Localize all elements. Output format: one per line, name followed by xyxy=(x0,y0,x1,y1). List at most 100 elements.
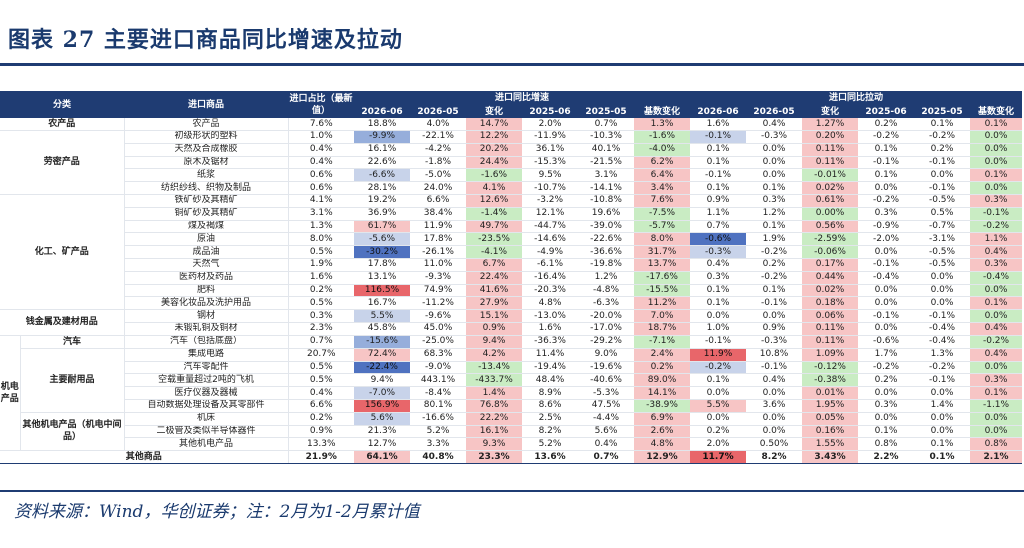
table-cell: -22.1% xyxy=(410,130,467,144)
table-cell: 0.5% xyxy=(288,296,355,311)
table-cell: -17.0% xyxy=(578,322,635,336)
table-cell: 4.8% xyxy=(522,296,579,311)
table-cell: 2.6% xyxy=(634,425,691,439)
table-cell: -3.2% xyxy=(522,193,579,208)
title-rule xyxy=(0,63,1024,66)
table-row: 主要耐用品 集成电路 20.7% 72.4% 68.3% 4.2% 11.4% 9.0% 2.4… xyxy=(0,347,1023,413)
table-row: 汽车零配件 0.5% -22.4% -9.0% -13.4% -19.4% -19.6% 0.… xyxy=(0,361,1023,375)
table-cell: 0.0% xyxy=(970,156,1023,170)
table-cell: 12.6% xyxy=(466,193,523,208)
table-cell: 443.1% xyxy=(410,373,467,388)
table-cell: 1.2% xyxy=(578,271,635,285)
table-cell: 3.4% xyxy=(634,181,691,195)
table-cell: 0.0% xyxy=(858,296,915,311)
table-row: 煤及褐煤 1.3% 61.7% 11.9% 49.7% -44.7% -39.0% -5.7%… xyxy=(0,220,1023,234)
table-cell: 0.0% xyxy=(746,425,803,439)
header-category: 分类 xyxy=(0,91,125,118)
table-cell: 0.4% xyxy=(578,437,635,452)
table-cell: 0.3% xyxy=(970,193,1023,208)
table-cell: 1.3% xyxy=(914,347,971,362)
category-label: 农产品 xyxy=(0,118,125,131)
table-cell: -0.5% xyxy=(914,193,971,208)
table-cell: -4.1% xyxy=(466,245,523,259)
item-label: 美容化妆品及洗护用品 xyxy=(124,296,289,311)
table-cell: 0.11% xyxy=(802,334,859,349)
table-cell: 2.0% xyxy=(690,437,747,452)
table-cell: 1.3% xyxy=(634,118,691,131)
table-cell: 0.7% xyxy=(578,118,635,131)
table-cell: -4.0% xyxy=(634,143,691,157)
table-cell: 0.0% xyxy=(746,156,803,170)
table-cell: 0.1% xyxy=(970,296,1023,311)
table-cell: 20.7% xyxy=(288,347,355,362)
table-cell: 80.1% xyxy=(410,399,467,413)
table-cell: 49.7% xyxy=(466,220,523,234)
table-cell: 0.16% xyxy=(802,425,859,439)
table-cell: 0.0% xyxy=(914,168,971,183)
header-sub: 基数变化 xyxy=(970,105,1023,118)
table-cell: -3.1% xyxy=(914,232,971,247)
table-cell: 0.0% xyxy=(914,296,971,311)
table-cell: -0.1% xyxy=(914,373,971,388)
item-label: 钢材 xyxy=(124,309,289,323)
table-cell: 28.1% xyxy=(354,181,411,195)
table-cell: 4.2% xyxy=(466,347,523,362)
table-cell: -0.01% xyxy=(802,168,859,183)
table-row: 医药材及药品 1.6% 13.1% -9.3% 22.4% -16.4% 1.2% -17.6… xyxy=(0,271,1023,285)
table-cell: 31.7% xyxy=(634,245,691,259)
table-cell: 0.8% xyxy=(858,437,915,452)
table-row: 铜矿砂及其精矿 3.1% 36.9% 38.4% -1.4% 12.1% 19.6% -7.5… xyxy=(0,207,1023,221)
table-cell: -0.4% xyxy=(970,271,1023,285)
table-cell: -10.8% xyxy=(578,193,635,208)
table-row: 肥料 0.2% 116.5% 74.9% 41.6% -20.3% -4.8% -15.5% 0… xyxy=(0,284,1023,298)
table-cell: 0.2% xyxy=(858,118,915,131)
table-cell: -0.5% xyxy=(914,258,971,272)
table-cell: 0.0% xyxy=(746,168,803,183)
table-cell: 0.1% xyxy=(914,118,971,131)
table-cell: 3.1% xyxy=(578,168,635,183)
table-row: 二极管及类似半导体器件 0.9% 21.3% 5.2% 16.1% 8.2% 5.6% 2.6… xyxy=(0,425,1023,439)
table-cell: 1.3% xyxy=(288,220,355,234)
table-cell: 0.0% xyxy=(858,284,915,298)
table-cell: 12.7% xyxy=(354,437,411,452)
table-cell: -14.6% xyxy=(522,232,579,247)
table-cell: 0.0% xyxy=(914,284,971,298)
table-cell: 4.1% xyxy=(466,181,523,195)
table-cell: 2.2% xyxy=(858,450,915,464)
table-cell: 0.9% xyxy=(746,322,803,336)
table-cell: -22.4% xyxy=(354,361,411,375)
table-cell: -11.2% xyxy=(410,296,467,311)
table-cell: 2.0% xyxy=(522,118,579,131)
item-label: 煤及褐煤 xyxy=(124,220,289,234)
table-cell: -0.6% xyxy=(690,232,747,247)
table-cell: -9.0% xyxy=(410,361,467,375)
table-cell: -0.3% xyxy=(690,245,747,259)
table-cell: 0.5% xyxy=(288,245,355,259)
table-cell: 0.1% xyxy=(970,168,1023,183)
table-cell: 13.1% xyxy=(354,271,411,285)
header-sub: 2025-05 xyxy=(578,105,635,118)
table-cell: 5.2% xyxy=(410,425,467,439)
table-row: 原油 8.0% -5.6% 17.8% -23.5% -14.6% -22.6% 8.0% -0… xyxy=(0,232,1023,247)
table-cell: 0.1% xyxy=(690,296,747,311)
item-label: 其他机电产品 xyxy=(124,437,289,452)
table-cell: 1.4% xyxy=(914,399,971,413)
table-cell: 0.0% xyxy=(746,309,803,323)
table-cell: 13.3% xyxy=(288,437,355,452)
table-cell: -8.4% xyxy=(410,386,467,400)
import-growth-table: 分类 进口商品 进口占比（最新值） 进口同比增速 进口同比拉动 2026-06 … xyxy=(0,91,1023,464)
item-label: 空载重量超过2吨的飞机 xyxy=(124,373,289,388)
table-cell: 0.4% xyxy=(970,245,1023,259)
table-cell: 0.4% xyxy=(970,347,1023,362)
table-cell: 0.01% xyxy=(802,386,859,400)
table-cell: 0.1% xyxy=(690,373,747,388)
table-cell: 18.8% xyxy=(354,118,411,131)
table-cell: 1.9% xyxy=(288,258,355,272)
table-cell: 0.5% xyxy=(914,207,971,221)
table-cell: 0.11% xyxy=(802,143,859,157)
item-label: 纸浆 xyxy=(124,168,289,183)
table-cell: 1.55% xyxy=(802,437,859,452)
item-label: 农产品 xyxy=(124,118,289,131)
table-cell: 0.0% xyxy=(746,143,803,157)
table-cell: 0.0% xyxy=(970,425,1023,439)
